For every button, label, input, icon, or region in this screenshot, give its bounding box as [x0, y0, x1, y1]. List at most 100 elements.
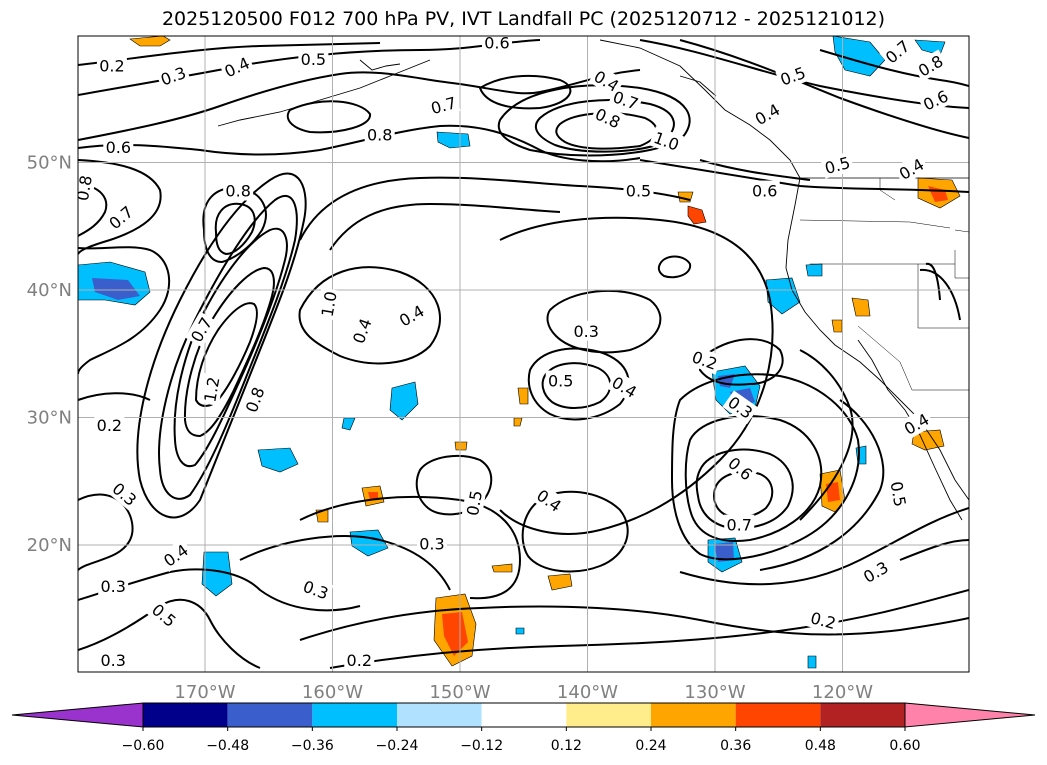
pv-contour	[819, 49, 969, 87]
shade-region	[805, 263, 823, 277]
pv-contour	[679, 39, 969, 139]
contour-label-halo	[912, 49, 949, 82]
colorbar-box	[397, 703, 482, 727]
contour-label: 0.5	[545, 370, 576, 391]
pv-contour	[699, 159, 811, 181]
contour-label-halo	[820, 151, 855, 179]
map-panel[interactable]: 0.2 0.3 0.4 0.50.60.40.7 0.80.71.00.80.7 0.80…	[71, 33, 970, 673]
contour-label-halo	[96, 55, 127, 76]
contour-label: 1.2	[198, 372, 224, 406]
contour-label-halo	[886, 477, 912, 511]
contour-label-halo	[198, 372, 224, 406]
colorbar-box	[820, 703, 905, 727]
colorbar-tick-label: −0.24	[376, 738, 419, 754]
pv-contour	[299, 605, 969, 641]
pv-contour	[919, 268, 961, 321]
colorbar-tick-label: −0.48	[206, 738, 249, 754]
pv-contour	[78, 598, 261, 669]
shade-region	[826, 482, 840, 502]
pv-contour	[759, 399, 885, 571]
border	[954, 229, 969, 233]
shade-region	[515, 627, 525, 635]
contour-label: 0.2	[687, 345, 723, 375]
contour-label-halo	[724, 514, 755, 535]
pv-contour	[799, 349, 854, 521]
contour-label-halo	[545, 370, 576, 391]
contour-labels: 0.2 0.3 0.4 0.50.60.40.7 0.80.71.00.80.7 0.80…	[78, 36, 954, 670]
shade-region	[714, 542, 734, 562]
contour-label-halo	[481, 36, 512, 53]
shade-region	[257, 447, 299, 473]
shade-region	[687, 205, 707, 225]
contour-label: 0.5	[775, 61, 811, 91]
colorbar-frame	[142, 702, 906, 728]
contour-label-halo	[219, 51, 255, 83]
pv-contour	[541, 362, 612, 409]
pv-contour	[78, 493, 134, 571]
contour-label-halo	[185, 311, 218, 348]
pv-contour	[78, 246, 170, 375]
contour-label-halo	[649, 126, 685, 156]
shade-region	[92, 278, 140, 300]
shade-region	[855, 445, 867, 465]
border	[917, 264, 969, 329]
contour-label-halo	[722, 451, 759, 486]
contour-label-text: 0.3	[100, 651, 125, 670]
contour-label-halo	[106, 476, 143, 512]
contour-label-halo	[344, 649, 375, 670]
contour-label-halo	[364, 124, 395, 145]
contour-label-text: 0.5	[548, 372, 573, 391]
pv-contour	[679, 507, 969, 586]
contour-label-text: 0.5	[301, 50, 326, 69]
pv-contour	[202, 186, 267, 264]
contour-label-halo	[571, 320, 602, 341]
shade-region	[454, 441, 468, 451]
pv-contour	[329, 202, 561, 251]
pv-contour	[136, 172, 307, 519]
contour-label-text: 0.2	[97, 416, 122, 435]
colorbar-tick-label: 0.60	[889, 738, 920, 754]
lat-tick-label: 30°N	[27, 408, 72, 429]
contour-label-halo	[608, 85, 644, 115]
lon-tick-label: 120°W	[812, 682, 873, 703]
pv-contour	[546, 289, 662, 354]
colorbar-tick-label: 0.36	[720, 738, 751, 754]
contour-label: 0.8	[590, 102, 626, 134]
border	[799, 219, 951, 229]
coastline	[217, 59, 431, 127]
contour-label-halo	[94, 415, 125, 436]
shade-region	[807, 655, 817, 669]
contour-label-halo	[461, 486, 487, 520]
contour-label-halo	[347, 313, 377, 349]
coastline	[599, 39, 969, 501]
pv-contour	[239, 535, 451, 591]
coastline	[679, 75, 717, 97]
lon-tick-label: 150°W	[429, 682, 490, 703]
colorbar-box	[143, 703, 228, 727]
pv-contour	[657, 255, 692, 279]
pv-contour	[78, 159, 162, 255]
colorbar-box	[566, 703, 651, 727]
colorbar-box	[651, 703, 736, 727]
shade-region	[517, 387, 529, 405]
shade-region	[831, 319, 843, 333]
pv-contour	[699, 338, 784, 386]
contour-label-halo	[223, 180, 254, 201]
pv-contour	[527, 347, 630, 421]
contour-label-halo	[687, 345, 723, 375]
colorbar-tick-label: 0.12	[551, 738, 582, 754]
contour-label-halo	[298, 49, 329, 70]
contour-label-text: 0.3	[573, 322, 598, 341]
lat-tick-label: 20°N	[27, 535, 72, 556]
colorbar-tick-label: −0.36	[291, 738, 334, 754]
contour-label-halo	[806, 606, 841, 634]
pv-contour	[670, 373, 860, 561]
pv-contour	[639, 159, 969, 193]
contour-label: 0.3	[416, 533, 447, 554]
contour-label-halo	[98, 649, 129, 670]
contour-label-halo	[857, 555, 894, 588]
contour-label-text: 0.7	[726, 516, 751, 535]
contour-label-halo	[879, 36, 916, 69]
contour-label: 0.5	[461, 486, 487, 520]
contour-label: 0.6	[103, 137, 134, 158]
